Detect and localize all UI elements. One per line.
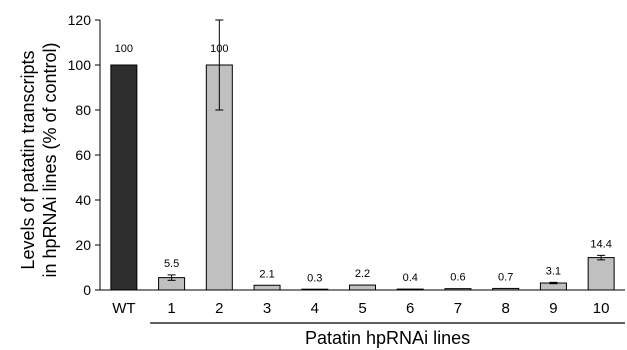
data-label: 2.2	[355, 268, 370, 280]
y-axis-title-line2: in hpRNAi lines (% of control)	[40, 42, 60, 277]
x-tick-label: WT	[112, 300, 135, 317]
bar	[253, 284, 281, 291]
data-label: 14.4	[590, 238, 611, 250]
bar	[587, 257, 615, 291]
data-labels: 100 5.5 100 2.1 0.3 2.2 0.4 0.6 0.7 3.1 14.4	[115, 43, 612, 284]
x-axis-labels: WT 1 2 3 4 5 6 7 8 9 10	[112, 300, 609, 317]
bar	[349, 284, 376, 291]
x-tick-label: 10	[593, 300, 610, 317]
data-label: 0.7	[498, 271, 513, 283]
x-tick-label: 6	[406, 300, 414, 317]
y-axis-title: Levels of patatin transcripts in hpRNAi …	[18, 42, 60, 277]
bars	[110, 64, 615, 291]
y-tick-label: 0	[83, 282, 91, 298]
y-tick-label: 60	[75, 147, 91, 163]
y-tick-label: 120	[68, 12, 92, 28]
y-tick-label: 100	[68, 57, 92, 73]
data-label: 0.6	[450, 272, 465, 284]
error-bars	[167, 19, 606, 285]
y-tick-label: 40	[75, 192, 91, 208]
x-tick-label: 2	[215, 300, 223, 317]
data-label: 5.5	[164, 258, 179, 270]
x-tick-label: 7	[454, 300, 462, 317]
x-tick-label: 5	[358, 300, 366, 317]
data-label: 100	[210, 43, 228, 55]
bar	[110, 64, 138, 291]
y-axis-title-line1: Levels of patatin transcripts	[18, 50, 38, 269]
data-label: 2.1	[259, 268, 274, 280]
y-axis: 0 20 40 60 80 100 120	[68, 12, 100, 298]
y-tick-label: 80	[75, 102, 91, 118]
data-label: 100	[115, 43, 133, 55]
x-tick-label: 3	[263, 300, 271, 317]
x-axis-title: Patatin hpRNAi lines	[305, 328, 470, 348]
x-tick-label: 1	[167, 300, 175, 317]
data-label: 3.1	[546, 265, 561, 277]
data-label: 0.4	[403, 272, 418, 284]
data-label: 0.3	[307, 272, 322, 284]
y-tick-label: 20	[75, 237, 91, 253]
x-tick-label: 4	[311, 300, 319, 317]
x-tick-label: 8	[502, 300, 510, 317]
x-tick-label: 9	[549, 300, 557, 317]
